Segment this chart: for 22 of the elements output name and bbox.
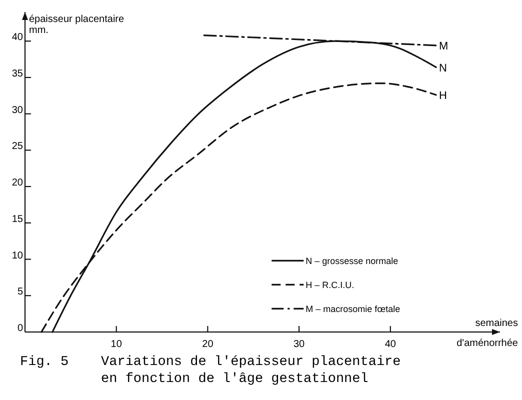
annotation: N bbox=[439, 62, 448, 74]
caption: Fig. 5 Variations de l'épaisseur placentaire en fonction de l'âge gestationnel bbox=[20, 355, 401, 387]
y-tick-label: 35 bbox=[12, 68, 24, 80]
legend-label: H – R.C.I.U. bbox=[306, 280, 354, 290]
x-tick-label: 10 bbox=[110, 339, 122, 350]
y-tick-label: 10 bbox=[12, 250, 24, 262]
x-tick-label: 30 bbox=[293, 339, 306, 350]
y-tick-label: 15 bbox=[12, 214, 24, 225]
y-tick-label: 25 bbox=[12, 141, 24, 152]
y-tick-label: 20 bbox=[12, 178, 24, 189]
y-axis-title: épaisseur placentaire mm. bbox=[29, 14, 124, 36]
annotation: H bbox=[439, 90, 448, 102]
x-tick-label: 20 bbox=[202, 339, 214, 350]
y-tick-label: 0 bbox=[17, 323, 24, 334]
legend-label: N – grossesse normale bbox=[306, 256, 398, 266]
y-tick-label: 40 bbox=[12, 32, 24, 44]
y-tick-label: 30 bbox=[12, 104, 24, 116]
y-tick-label: 5 bbox=[17, 286, 24, 298]
x-tick-label: 40 bbox=[384, 339, 396, 350]
annotation: M bbox=[439, 40, 448, 52]
legend-label: M – macrosomie fœtale bbox=[306, 304, 400, 314]
x-axis-title: semaines d'aménorrhée bbox=[456, 318, 518, 349]
